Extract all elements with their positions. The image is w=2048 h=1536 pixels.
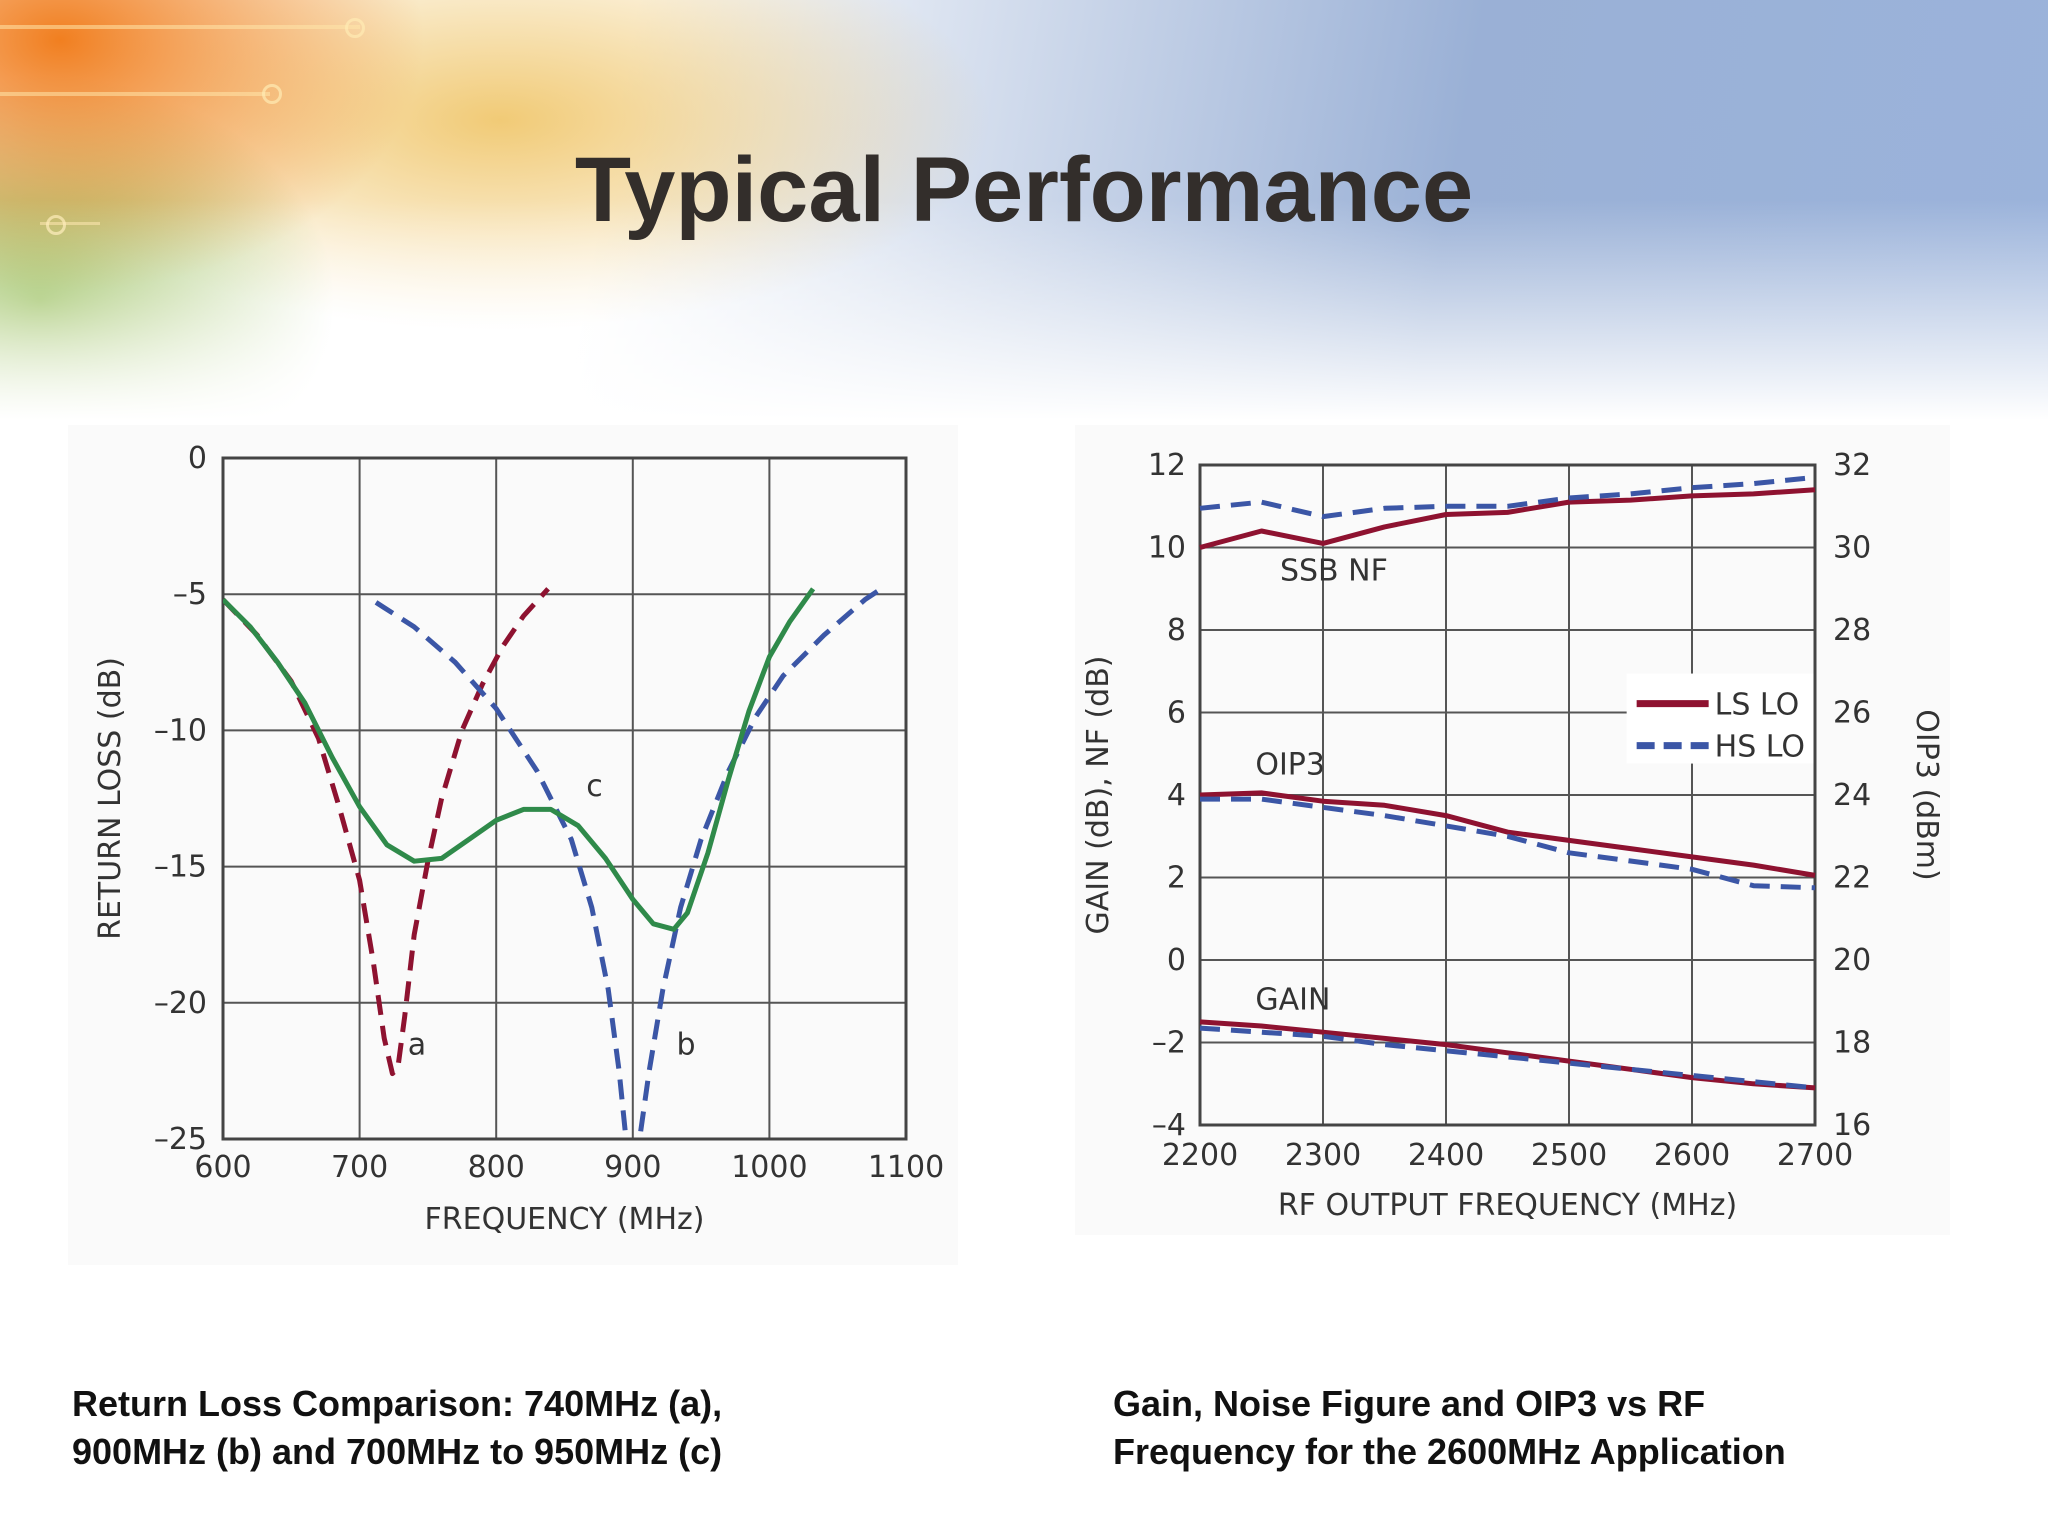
- x-tick-label: 900: [604, 1150, 661, 1185]
- circuit-line: [0, 92, 270, 96]
- y2-tick-label: 28: [1833, 613, 1871, 648]
- y-tick-label: –2: [1152, 1026, 1186, 1061]
- x-axis-label: RF OUTPUT FREQUENCY (MHz): [1278, 1188, 1737, 1223]
- y2-axis-label: OIP3 (dBm): [1909, 709, 1944, 880]
- series-line: [1199, 790, 1816, 878]
- y-tick-label: 0: [188, 441, 207, 476]
- curve-label-c: c: [586, 769, 603, 804]
- x-tick-label: 700: [331, 1150, 388, 1185]
- caption-gain-nf-oip3: Gain, Noise Figure and OIP3 vs RF Freque…: [1113, 1380, 1933, 1476]
- gain-nf-oip3-chart-panel: 2200 2300 2400 2500 2600 2700 12 10 8 6 4 2 0 –2 –4 32 3…: [1075, 425, 1950, 1235]
- group-label: GAIN: [1255, 983, 1330, 1018]
- y2-tick-label: 20: [1833, 943, 1871, 978]
- legend-label: LS LO: [1715, 688, 1800, 723]
- header-banner: [0, 0, 2048, 420]
- series-line: [1200, 796, 1816, 891]
- x-tick-label: 2400: [1408, 1138, 1484, 1173]
- legend-label: HS LO: [1715, 730, 1805, 765]
- series-line: [1199, 474, 1816, 520]
- y-tick-label: 0: [1167, 943, 1186, 978]
- x-tick-label: 2700: [1777, 1138, 1853, 1173]
- y-tick-label: –25: [154, 1122, 207, 1157]
- y2-tick-label: 22: [1833, 861, 1871, 896]
- series-line-b: [374, 583, 887, 1139]
- caption-line: Frequency for the 2600MHz Application: [1113, 1431, 1786, 1472]
- y-tick-label: –20: [154, 986, 207, 1021]
- y-tick-label: 10: [1148, 531, 1186, 566]
- series-line: [1199, 1019, 1816, 1091]
- y-tick-label: 2: [1167, 861, 1186, 896]
- group-label: OIP3: [1255, 747, 1325, 782]
- curve-label-a: a: [408, 1028, 426, 1063]
- gain-nf-oip3-chart: 2200 2300 2400 2500 2600 2700121086420–2–4323…: [1081, 448, 1944, 1223]
- y2-tick-label: 18: [1833, 1026, 1871, 1061]
- group-label: SSB NF: [1280, 554, 1388, 589]
- series-line: [1199, 487, 1816, 550]
- y-axis-label: RETURN LOSS (dB): [93, 657, 128, 940]
- return-loss-chart: 600 700 800 900 1000 1100 0 –5 –10 –15 –20 –25 FREQU…: [93, 441, 944, 1237]
- series-line-a: [223, 587, 550, 1077]
- x-tick-label: 1000: [731, 1150, 807, 1185]
- x-tick-label: 2200: [1162, 1138, 1238, 1173]
- x-tick-label: 1100: [868, 1150, 944, 1185]
- x-tick-label: 2300: [1285, 1138, 1361, 1173]
- y-tick-label: –5: [173, 577, 207, 612]
- return-loss-chart-panel: 600 700 800 900 1000 1100 0 –5 –10 –15 –20 –25 FREQU…: [68, 425, 958, 1265]
- y2-tick-label: 32: [1833, 448, 1871, 483]
- y-tick-label: 8: [1167, 613, 1186, 648]
- circuit-line: [0, 25, 360, 29]
- caption-return-loss: Return Loss Comparison: 740MHz (a), 900M…: [72, 1380, 892, 1476]
- x-tick-label: 2600: [1654, 1138, 1730, 1173]
- y-tick-label: 12: [1148, 448, 1186, 483]
- y2-tick-label: 24: [1833, 778, 1871, 813]
- x-tick-label: 800: [468, 1150, 525, 1185]
- y2-tick-label: 30: [1833, 531, 1871, 566]
- y-tick-label: –15: [154, 850, 207, 885]
- caption-line: 900MHz (b) and 700MHz to 950MHz (c): [72, 1431, 723, 1472]
- caption-line: Return Loss Comparison: 740MHz (a),: [72, 1383, 723, 1424]
- caption-line: Gain, Noise Figure and OIP3 vs RF: [1113, 1383, 1706, 1424]
- series-line: [1199, 1025, 1816, 1091]
- y2-tick-label: 26: [1833, 696, 1871, 731]
- curve-label-b: b: [677, 1028, 696, 1063]
- circuit-node: [262, 84, 282, 104]
- series-line-c: [223, 587, 816, 932]
- y-tick-label: 6: [1167, 696, 1186, 731]
- slide-title: Typical Performance: [574, 139, 1474, 241]
- x-tick-label: 600: [194, 1150, 251, 1185]
- x-axis-label: FREQUENCY (MHz): [425, 1202, 705, 1237]
- y-tick-label: 4: [1167, 778, 1186, 813]
- y-tick-label: –4: [1152, 1108, 1186, 1143]
- circuit-node: [345, 18, 365, 38]
- plot-frame: [221, 456, 908, 1141]
- legend-background: [1626, 673, 1815, 764]
- x-tick-label: 2500: [1531, 1138, 1607, 1173]
- y-tick-label: –10: [154, 713, 207, 748]
- y-axis-label: GAIN (dB), NF (dB): [1081, 656, 1116, 935]
- y2-tick-label: 16: [1833, 1108, 1871, 1143]
